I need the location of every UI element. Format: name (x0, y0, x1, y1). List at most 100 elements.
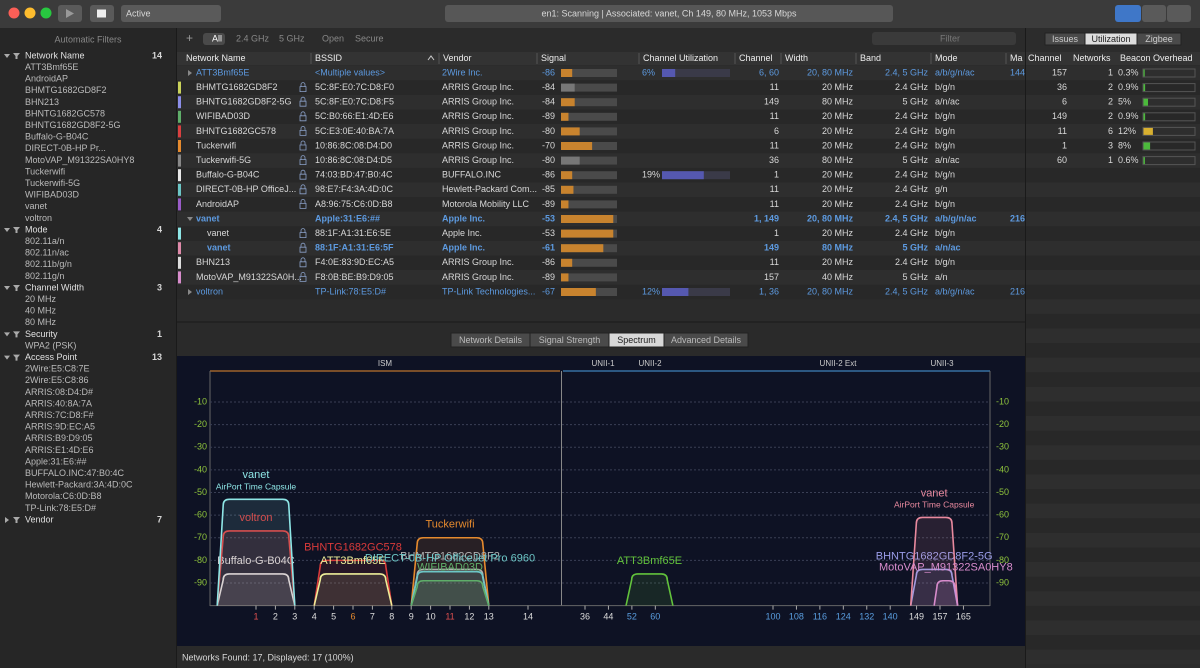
bssid: 10:86:8C:08:D4:D0 (315, 140, 392, 150)
filter-pill-selected[interactable] (203, 33, 225, 45)
sidebar-title: Automatic Filters (54, 34, 122, 44)
panel-networks: 2 (1108, 111, 1113, 121)
disclosure-triangle[interactable] (187, 217, 193, 221)
band: 2.4, 5 GHz (885, 286, 929, 296)
sidebar (0, 28, 176, 668)
y-tick-label: -30 (194, 442, 207, 452)
status-bar: Networks Found: 17, Displayed: 17 (100%) (182, 652, 354, 662)
network-name: WIFIBAD03D (196, 111, 251, 121)
view-button-2[interactable] (1142, 5, 1166, 22)
mode: b/g/n (935, 82, 955, 92)
overhead-bar (1143, 142, 1151, 150)
vendor: Hewlett-Packard Com... (442, 184, 537, 194)
disclosure-triangle[interactable] (188, 289, 192, 295)
lock-icon (299, 257, 307, 268)
disclosure-triangle[interactable] (4, 54, 10, 58)
panel-channel: 11 (1058, 126, 1067, 136)
spectrum-bg (177, 356, 1025, 646)
filter-group-name: Channel Width (25, 282, 84, 292)
spectrum-sublabel: AirPort Time Capsule (894, 500, 975, 510)
filter-option: Secure (355, 33, 384, 43)
max-rate: 216 (1010, 286, 1025, 296)
minimize-button[interactable] (24, 7, 36, 19)
channel: 6, 60 (759, 67, 779, 77)
vendor: TP-Link Technologies... (442, 286, 535, 296)
network-name: Tuckerwifi-5G (196, 155, 251, 165)
panel-row (1026, 562, 1200, 577)
bssid: 5C:8F:E0:7C:D8:F0 (315, 82, 394, 92)
panel-tab-label: Zigbee (1145, 34, 1173, 44)
zoom-button[interactable] (40, 7, 52, 19)
band-label: UNII-1 (591, 359, 615, 368)
mode-dropdown[interactable] (121, 5, 221, 22)
panel-row (1026, 299, 1200, 314)
view-button-1[interactable] (1115, 5, 1141, 22)
panel-channel: 60 (1057, 155, 1067, 165)
overhead-bar-bg (1142, 112, 1196, 122)
details-tab-label: Advanced Details (671, 335, 742, 345)
column-header: Network Name (186, 53, 246, 63)
panel-row (1026, 635, 1200, 650)
details-tab[interactable] (663, 332, 749, 348)
signal-value: -84 (542, 97, 555, 107)
signal-value: -67 (542, 286, 555, 296)
panel-channel: 157 (1052, 67, 1067, 77)
filter-group-count: 7 (157, 514, 162, 524)
row-color-tag (178, 242, 181, 255)
signal-value: -85 (542, 184, 555, 194)
filter-field[interactable] (872, 32, 1016, 45)
bssid: 5C:8F:E0:7C:D8:F5 (315, 97, 394, 107)
disclosure-triangle[interactable] (188, 70, 192, 76)
lock-icon (299, 242, 307, 253)
signal-bar-bg (561, 185, 617, 194)
channel: 11 (770, 140, 779, 150)
vendor: Apple Inc. (442, 228, 482, 238)
filter-item: WIFIBAD03D (25, 190, 80, 200)
bssid: 74:03:BD:47:B0:4C (315, 170, 393, 180)
channel-label: 149 (909, 611, 924, 621)
panel-row (1026, 284, 1200, 300)
width: 80 MHz (822, 243, 854, 253)
vendor: 2Wire Inc. (442, 67, 483, 77)
close-button[interactable] (8, 7, 20, 19)
vendor: ARRIS Group Inc. (442, 272, 514, 282)
panel-tab[interactable] (1136, 32, 1182, 46)
filter-item: 802.11g/n (25, 271, 64, 281)
filter-item: Tuckerwifi-5G (25, 178, 80, 188)
row-color-tag (178, 96, 181, 109)
overhead-bar-bg (1142, 97, 1196, 107)
filter-item: ARRIS:9D:EC:A5 (25, 422, 95, 432)
panel-row (1026, 211, 1200, 227)
mode: b/g/n (935, 257, 955, 267)
disclosure-triangle[interactable] (4, 228, 10, 232)
y-tick-label: -90 (996, 577, 1009, 587)
channel-label: 3 (292, 611, 297, 621)
column-header: Vendor (443, 53, 472, 63)
vendor: ARRIS Group Inc. (442, 97, 514, 107)
filter-item: ARRIS:B9:D9:05 (25, 433, 93, 443)
disclosure-triangle[interactable] (4, 332, 10, 337)
channel-utilization: 19% (642, 170, 660, 180)
width: 80 MHz (822, 155, 854, 165)
mode: a/n/ac (935, 243, 961, 253)
panel-row (1026, 167, 1200, 183)
disclosure-triangle[interactable] (5, 517, 9, 523)
signal-value: -53 (542, 228, 555, 238)
signal-value: -53 (542, 213, 555, 223)
filter-item: voltron (25, 213, 52, 223)
disclosure-triangle[interactable] (4, 355, 10, 360)
signal-value: -89 (542, 199, 555, 209)
filter-group-count: 3 (157, 282, 162, 292)
spectrum-curve (410, 579, 490, 606)
max-rate: 216 (1010, 213, 1025, 223)
channel: 149 (764, 243, 779, 253)
filter-placeholder: Filter (940, 33, 960, 43)
view-button-3[interactable] (1167, 5, 1191, 22)
lock-icon (299, 111, 307, 122)
filter-group-name: Vendor (25, 514, 54, 524)
y-tick-label: -80 (194, 555, 207, 565)
band: 2.4, 5 GHz (885, 213, 929, 223)
bssid: 98:E7:F4:3A:4D:0C (315, 184, 394, 194)
filter-item: BHMTG1682GD8F2 (25, 85, 107, 95)
disclosure-triangle[interactable] (4, 286, 10, 290)
